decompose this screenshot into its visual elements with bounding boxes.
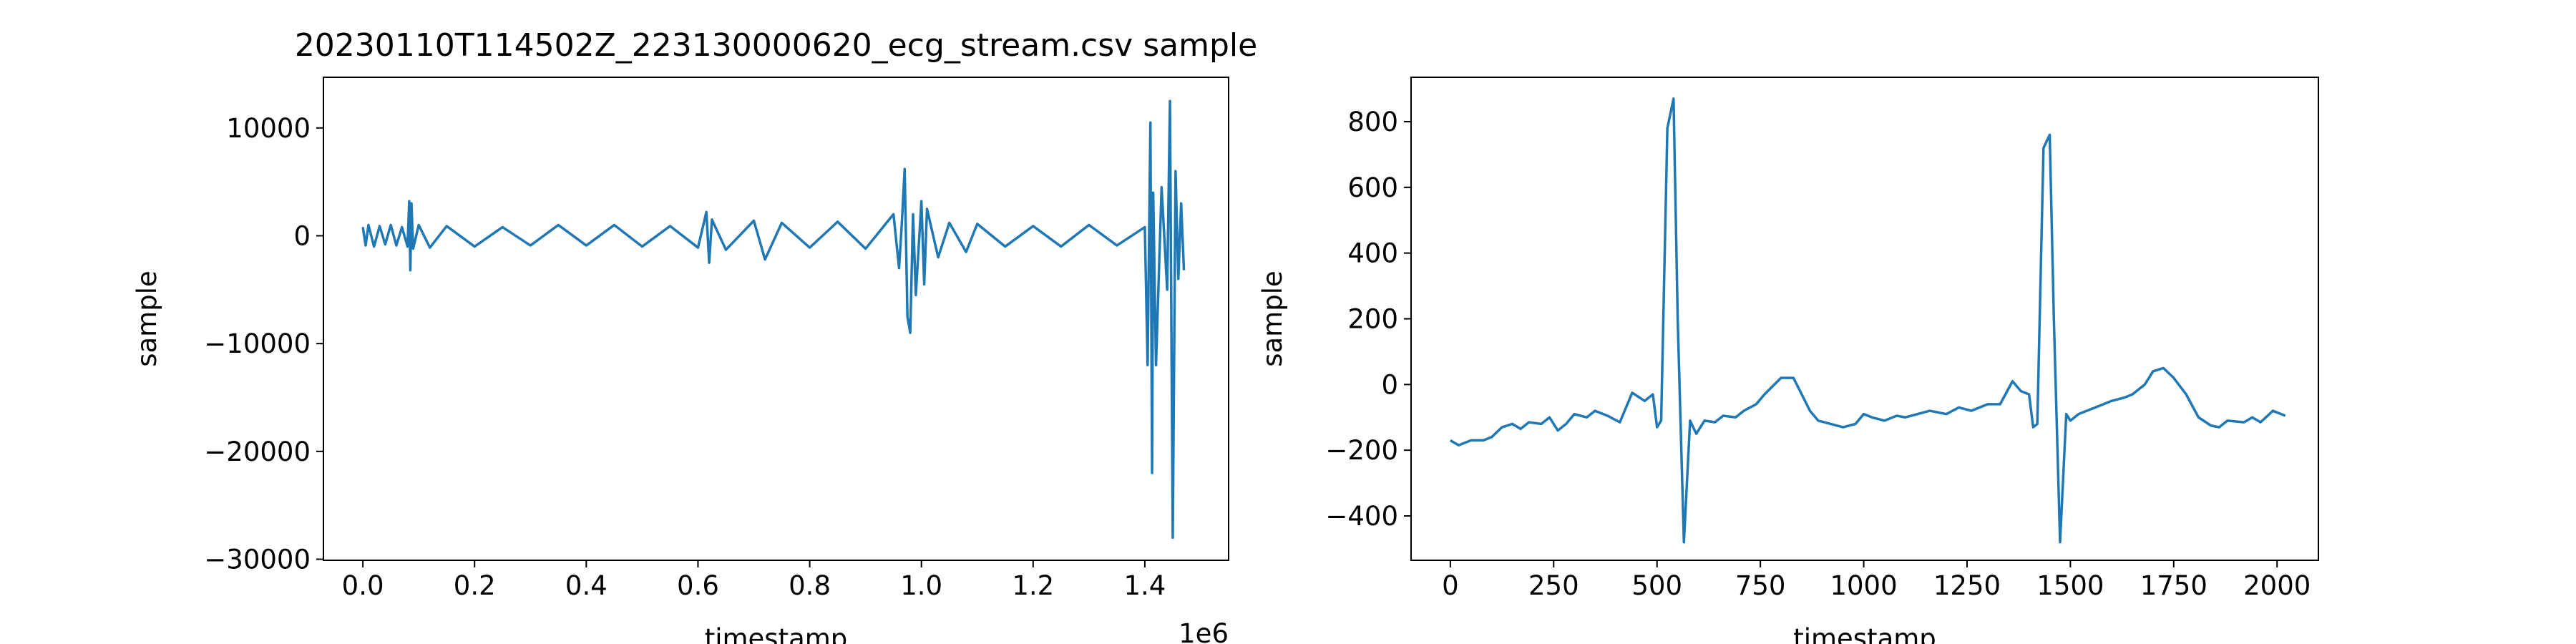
x-tick-label: 500	[1631, 570, 1682, 601]
x-tick-label: 250	[1528, 570, 1579, 601]
x-tick-label: 1000	[1830, 570, 1897, 601]
y-tick-label: −200	[1325, 435, 1398, 466]
y-tick-label: −20000	[204, 436, 311, 467]
y-tick-label: 400	[1347, 238, 1398, 269]
x-tick-label: 1250	[1933, 570, 2001, 601]
y-tick-label: 600	[1347, 172, 1398, 203]
x-tick-label: 0	[1442, 570, 1459, 601]
x-axis-label: timestamp	[705, 623, 848, 644]
x-tick-label: 1750	[2140, 570, 2207, 601]
x-tick-label: 0.6	[677, 570, 719, 601]
x-tick-label: 0.0	[342, 570, 384, 601]
y-tick-label: 200	[1347, 304, 1398, 335]
x-tick-label: 1.4	[1123, 570, 1166, 601]
y-tick-label: −30000	[204, 544, 311, 575]
x-axis-label: timestamp	[1793, 623, 1936, 644]
y-axis-label: sample	[132, 270, 162, 367]
y-axis-label: sample	[1257, 270, 1288, 367]
data-line	[361, 99, 1186, 540]
x-tick-label: 750	[1735, 570, 1786, 601]
x-tick-label: 1500	[2036, 570, 2104, 601]
x-tick-label: 0.8	[789, 570, 831, 601]
axes-frame	[323, 77, 1229, 561]
x-offset-label: 1e6	[1179, 618, 1229, 644]
y-tick-label: −10000	[204, 328, 311, 359]
x-tick-label: 0.2	[454, 570, 496, 601]
y-tick-label: 0	[293, 220, 311, 251]
y-tick-label: 800	[1347, 107, 1398, 137]
y-tick-label: 10000	[226, 113, 311, 144]
y-tick-label: −400	[1325, 501, 1398, 532]
x-tick-label: 1.2	[1012, 570, 1054, 601]
x-tick-label: 2000	[2243, 570, 2311, 601]
data-line	[1449, 97, 2286, 544]
x-tick-label: 0.4	[565, 570, 608, 601]
x-tick-label: 1.0	[900, 570, 942, 601]
chart-title: 20230110T114502Z_223130000620_ecg_stream…	[295, 27, 1257, 64]
y-tick-label: 0	[1381, 369, 1398, 400]
